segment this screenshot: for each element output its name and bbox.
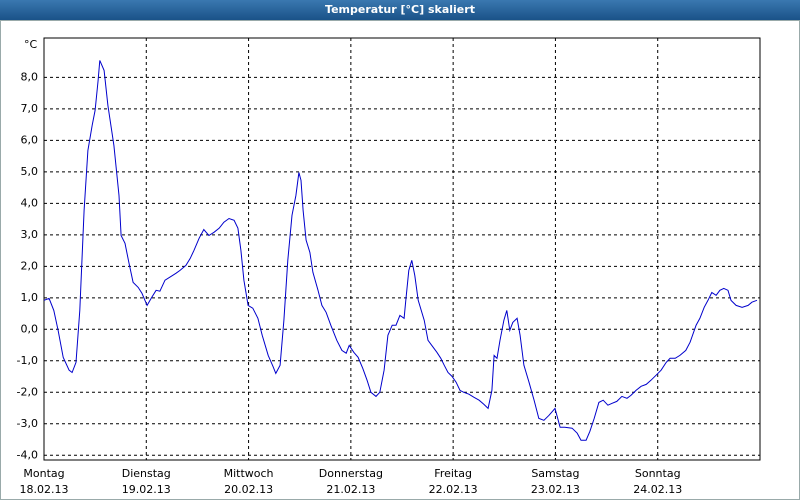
x-tick-label: Freitag: [434, 467, 472, 480]
x-tick-label: Dienstag: [122, 467, 171, 480]
x-tick-date: 21.02.13: [326, 483, 375, 496]
chart-title: Temperatur [°C] skaliert: [325, 3, 475, 16]
title-bar: [0, 0, 800, 20]
y-tick-label: -4,0: [17, 448, 38, 461]
window-border: [0, 20, 800, 500]
x-tick-label: Mittwoch: [224, 467, 274, 480]
x-tick-label: Sonntag: [635, 467, 681, 480]
plot-frame: [43, 37, 761, 461]
y-tick-label: 1,0: [21, 291, 39, 304]
x-tick-date: 23.02.13: [531, 483, 580, 496]
x-tick-date: 22.02.13: [429, 483, 478, 496]
y-tick-label: 4,0: [21, 196, 39, 209]
x-tick-date: 20.02.13: [224, 483, 273, 496]
x-tick-label: Samstag: [531, 467, 579, 480]
x-tick-date: 24.02.13: [633, 483, 682, 496]
y-tick-label: -2,0: [17, 385, 38, 398]
y-unit-label: °C: [24, 38, 38, 51]
x-tick-date: 19.02.13: [122, 483, 171, 496]
temperature-line: [43, 60, 758, 441]
y-tick-label: -1,0: [17, 354, 38, 367]
x-tick-label: Montag: [23, 467, 64, 480]
y-tick-label: 8,0: [21, 70, 39, 83]
y-tick-label: 0,0: [21, 322, 39, 335]
y-tick-label: 5,0: [21, 165, 39, 178]
y-tick-label: 2,0: [21, 259, 39, 272]
y-tick-label: -3,0: [17, 417, 38, 430]
y-tick-label: 7,0: [21, 102, 39, 115]
y-tick-label: 3,0: [21, 228, 39, 241]
y-tick-label: 6,0: [21, 133, 39, 146]
x-tick-label: Donnerstag: [319, 467, 383, 480]
x-tick-date: 18.02.13: [20, 483, 69, 496]
